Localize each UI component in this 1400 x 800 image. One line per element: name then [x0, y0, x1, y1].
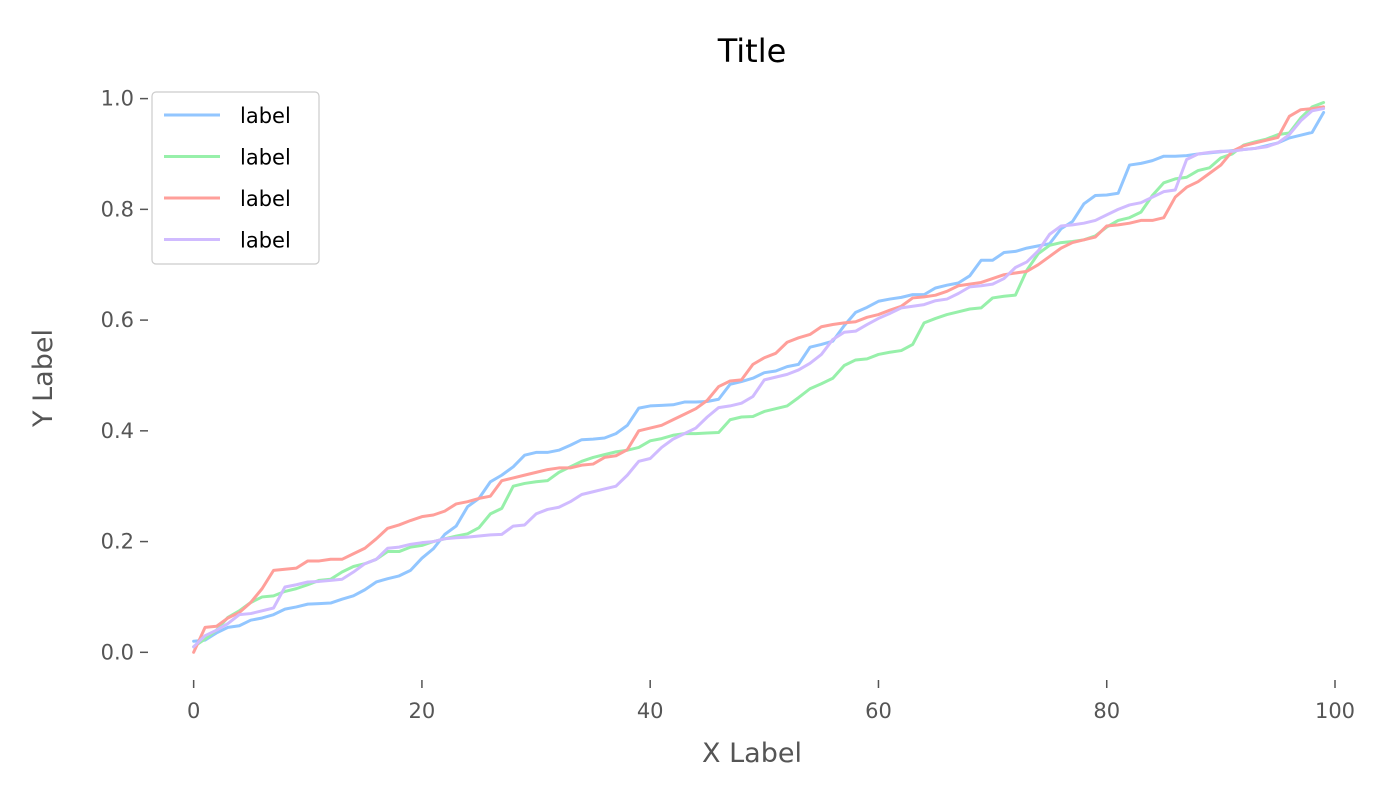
y-tick-label: 0.4 — [101, 419, 134, 443]
y-tick-label: 0.2 — [101, 530, 134, 554]
y-tick-label: 0.8 — [101, 197, 134, 221]
legend-label: label — [240, 146, 291, 170]
x-axis-title: X Label — [702, 738, 802, 769]
x-tick-label: 60 — [865, 699, 892, 723]
y-tick-label: 0.6 — [101, 308, 134, 332]
series-line-3 — [192, 105, 1326, 654]
legend-label: label — [240, 104, 291, 128]
y-axis-title: Y Label — [28, 329, 59, 428]
legend-label: label — [240, 229, 291, 253]
legend: label label label label — [151, 91, 320, 265]
x-tick-label: 0 — [187, 699, 200, 723]
series-line-1 — [192, 110, 1326, 643]
legend-box — [151, 91, 320, 265]
series-layer — [192, 100, 1326, 654]
axes-layer: 0 20 40 60 80 100 0.0 0.2 0.4 0.6 0.8 1.0 — [101, 87, 1355, 723]
x-tick-label: 40 — [637, 699, 664, 723]
x-tick-label: 100 — [1315, 699, 1355, 723]
chart-title: Title — [717, 32, 787, 70]
x-tick-label: 20 — [409, 699, 436, 723]
series-line-4 — [192, 107, 1326, 649]
x-tick-label: 80 — [1093, 699, 1120, 723]
y-tick-label: 1.0 — [101, 87, 134, 111]
y-tick-label: 0.0 — [101, 640, 134, 664]
legend-label: label — [240, 187, 291, 211]
